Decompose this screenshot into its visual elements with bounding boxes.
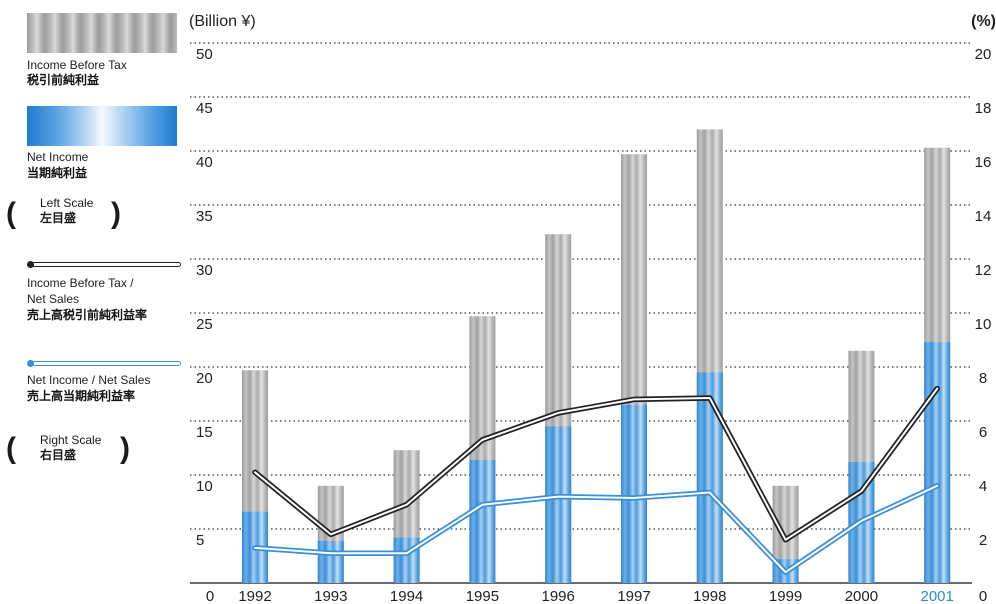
income-before-tax-swatch (27, 13, 177, 53)
right-tick-label: 18 (975, 100, 992, 117)
ratio-lines (252, 385, 940, 575)
legend-right-scale-label: Right Scale (40, 433, 102, 447)
line-income-before-tax-ratio-outline (252, 385, 940, 543)
right-tick-label: 4 (979, 478, 987, 495)
legend-net-income-jp: 当期純利益 (27, 166, 88, 180)
legend-right-scale-jp: 右目盛 (40, 448, 77, 462)
right-tick-label: 16 (975, 154, 992, 171)
x-tick-label: 1993 (314, 588, 347, 604)
left-tick-label: 30 (196, 262, 213, 279)
legend-ni-ratio-jp: 売上高当期純利益率 (27, 389, 136, 403)
legend-ibt-ratio-label-1: Income Before Tax / (27, 276, 134, 290)
x-tick-label: 1992 (238, 588, 271, 604)
right-tick-label: 8 (979, 370, 987, 387)
left-tick-label: 20 (196, 370, 213, 387)
chart-legend: Income Before Tax 税引前純利益 Net Income 当期純利… (0, 0, 190, 604)
legend-left-scale-jp: 左目盛 (40, 211, 77, 225)
x-tick-label: 1998 (693, 588, 726, 604)
right-tick-label: 20 (975, 46, 992, 63)
axis-labels: 0 5 10 15 20 25 30 35 40 45 50 0 2 4 6 8 10 12 14 16 18 20 (Bi… (189, 13, 996, 604)
x-tick-label: 1997 (617, 588, 650, 604)
left-tick-label: 5 (196, 532, 204, 549)
legend-ibt-ratio-label-2: Net Sales (27, 292, 80, 306)
x-tick-label: 1995 (466, 588, 499, 604)
left-tick-label: 45 (196, 100, 213, 117)
right-tick-label: 10 (975, 316, 992, 333)
right-tick-label: 14 (975, 208, 992, 225)
bar-net-income (545, 426, 572, 583)
left-tick-label: 40 (196, 154, 213, 171)
line-income-before-tax-ratio (254, 387, 939, 541)
bars (242, 129, 951, 584)
legend-income-before-tax-jp: 税引前純利益 (27, 73, 100, 87)
bar-net-income (317, 540, 344, 583)
legend-ibt-ratio-jp: 売上高税引前純利益率 (27, 308, 148, 322)
legend-ni-ratio-dot (27, 360, 34, 367)
x-tick-label: 1996 (542, 588, 575, 604)
x-tick-label: 1999 (769, 588, 802, 604)
right-tick-label: 2 (979, 532, 987, 549)
bar-net-income (924, 342, 951, 583)
right-tick-label: 0 (979, 588, 987, 604)
legend-net-income-label: Net Income (27, 150, 89, 164)
legend-income-before-tax-label: Income Before Tax (27, 58, 127, 72)
left-scale-close-paren: ) (111, 197, 121, 230)
line-net-income-ratio (254, 484, 939, 574)
bar-net-income (469, 459, 496, 583)
left-tick-label: 0 (206, 588, 214, 604)
left-tick-label: 50 (196, 46, 213, 63)
right-scale-close-paren: ) (120, 432, 130, 465)
left-tick-label: 10 (196, 478, 213, 495)
left-tick-label: 15 (196, 424, 213, 441)
left-scale-open-paren: ( (6, 197, 16, 230)
net-income-swatch (27, 106, 177, 146)
bar-net-income (621, 404, 647, 583)
right-tick-label: 12 (975, 262, 992, 279)
right-scale-open-paren: ( (6, 432, 16, 465)
x-tick-label: 2000 (845, 588, 878, 604)
legend-ibt-ratio-dot (27, 261, 34, 268)
bar-net-income (696, 372, 723, 583)
left-tick-label: 35 (196, 208, 213, 225)
legend-left-scale-label: Left Scale (40, 196, 94, 210)
right-tick-label: 6 (979, 424, 987, 441)
left-tick-label: 25 (196, 316, 213, 333)
right-unit-label: (%) (971, 13, 996, 30)
x-tick-label: 1994 (390, 588, 423, 604)
legend-ni-ratio-label: Net Income / Net Sales (27, 373, 151, 387)
x-tick-label: 2001 (921, 588, 954, 604)
left-unit-label: (Billion ¥) (189, 13, 256, 30)
